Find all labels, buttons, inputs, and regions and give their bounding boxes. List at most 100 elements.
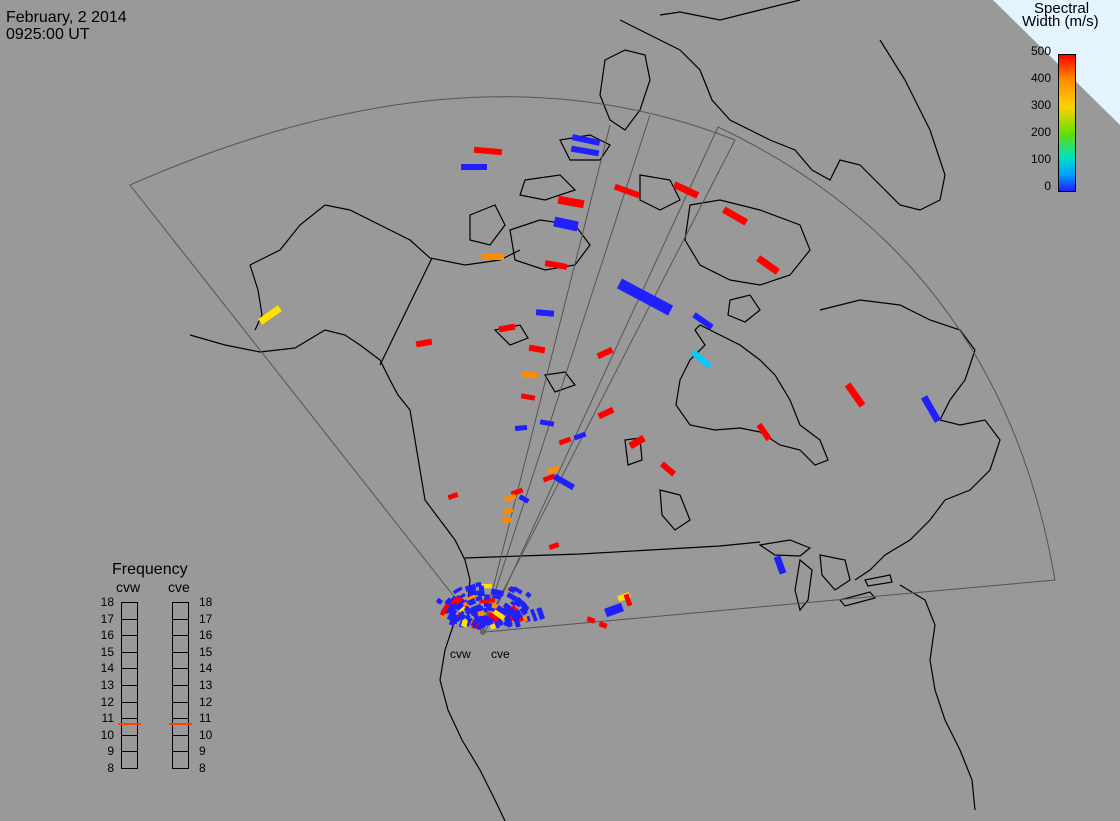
frequency-tick-label: 15 [100, 644, 114, 659]
backscatter-cell [502, 517, 512, 523]
backscatter-cell [558, 436, 572, 446]
frequency-tick-label: 12 [100, 694, 114, 709]
frequency-box [121, 618, 138, 637]
backscatter-cell [478, 585, 485, 591]
backscatter-cell [596, 346, 614, 360]
backscatter-cell [573, 431, 587, 441]
backscatter-cell [519, 606, 528, 616]
backscatter-cell [479, 615, 490, 623]
backscatter-cell [464, 613, 471, 621]
island-victoria [509, 219, 591, 271]
colorbar-tick-label: 200 [1030, 125, 1051, 139]
frequency-box [172, 618, 189, 637]
island-ellesmere [599, 49, 651, 131]
backscatter-cell [544, 260, 568, 270]
radar-label-cvw: cvw [450, 647, 471, 661]
backscatter-cell [449, 595, 460, 606]
backscatter-cell [481, 583, 492, 589]
backscatter-cell [521, 371, 539, 379]
backscatter-cell [515, 596, 527, 609]
backscatter-cell [475, 595, 483, 602]
backscatter-cell [518, 494, 530, 504]
coastline-labrador [819, 299, 1001, 581]
great-lake-erie [838, 591, 877, 607]
backscatter-cell [513, 599, 522, 608]
frequency-tick-label: 11 [199, 711, 212, 726]
backscatter-cell [553, 216, 579, 232]
backscatter-cell [447, 491, 459, 501]
map-corner-background [993, 0, 1120, 125]
frequency-box [172, 685, 189, 703]
backscatter-cell [497, 619, 504, 627]
frequency-box [121, 734, 138, 753]
coastline-hudson-bay [675, 324, 829, 466]
backscatter-cell [510, 611, 520, 625]
radar-fov-group [129, 96, 1056, 633]
frequency-radar-cve-label: cve [168, 579, 190, 595]
coastline-alaska-west [249, 264, 263, 331]
frequency-marker-cve [169, 722, 192, 725]
backscatter-cell [452, 615, 460, 625]
backscatter-cell [514, 424, 528, 432]
coastline-us-east [899, 584, 976, 811]
backscatter-cell [613, 183, 641, 199]
frequency-tick-label: 12 [199, 694, 213, 709]
colorbar-title-line1: Spectral [1034, 0, 1090, 17]
backscatter-cell [525, 591, 532, 599]
frequency-box [121, 751, 138, 769]
frequency-box [172, 751, 189, 769]
backscatter-cell [482, 254, 504, 260]
date-label: February, 2 2014 [6, 9, 127, 26]
backscatter-cell [535, 309, 555, 317]
backscatter-cell [477, 589, 485, 597]
backscatter-cell [672, 181, 700, 199]
backscatter-cell [458, 605, 466, 613]
backscatter-cell [659, 461, 677, 477]
frequency-title: Frequency [112, 561, 188, 578]
backscatter-cell [503, 620, 510, 627]
backscatter-cell [489, 597, 496, 603]
backscatter-cell [498, 323, 516, 333]
backscatter-cell [692, 312, 714, 330]
radar-site-marker [480, 629, 486, 635]
lake-winnipeg [624, 437, 643, 466]
colorbar-tick-label: 500 [1030, 44, 1051, 58]
colorbar-title-line2: Width (m/s) [1022, 13, 1099, 30]
backscatter-cell [446, 608, 458, 622]
frequency-tick-label: 14 [199, 661, 213, 676]
backscatter-cell [464, 583, 477, 593]
backscatter-cell [444, 602, 455, 614]
backscatter-cell [597, 406, 615, 420]
backscatter-cell [690, 349, 712, 369]
frequency-tick-label: 10 [100, 727, 114, 742]
frequency-box [172, 668, 189, 686]
island-devon [559, 134, 611, 161]
backscatter-cell [557, 195, 585, 209]
border-alaska-canada [379, 257, 433, 366]
backscatter-cell [455, 603, 463, 610]
coastline-alaska-north [249, 204, 521, 266]
backscatter-cell [459, 613, 467, 621]
lake-athabasca [659, 489, 691, 531]
frequency-tick-label: 8 [107, 761, 114, 775]
backscatter-cell [628, 434, 646, 450]
backscatter-cell [514, 609, 524, 620]
backscatter-cell [773, 555, 787, 575]
frequency-box [121, 651, 138, 670]
frequency-box [121, 701, 138, 720]
backscatter-cell [539, 419, 555, 427]
coastlines [189, 0, 1001, 821]
colorbar-tick-label: 0 [1044, 179, 1051, 193]
time-label: 0925:00 UT [6, 26, 90, 43]
fov-divider-1 [481, 124, 611, 633]
frequency-box [172, 602, 189, 620]
backscatter-cell [494, 620, 500, 629]
backscatter-cell [258, 305, 282, 325]
island-southampton [727, 294, 761, 323]
frequency-tick-label: 16 [199, 628, 213, 643]
frequency-box [121, 685, 138, 703]
frequency-tick-label: 15 [199, 644, 213, 659]
backscatter-cell [468, 589, 476, 596]
backscatter-cell [522, 615, 528, 623]
